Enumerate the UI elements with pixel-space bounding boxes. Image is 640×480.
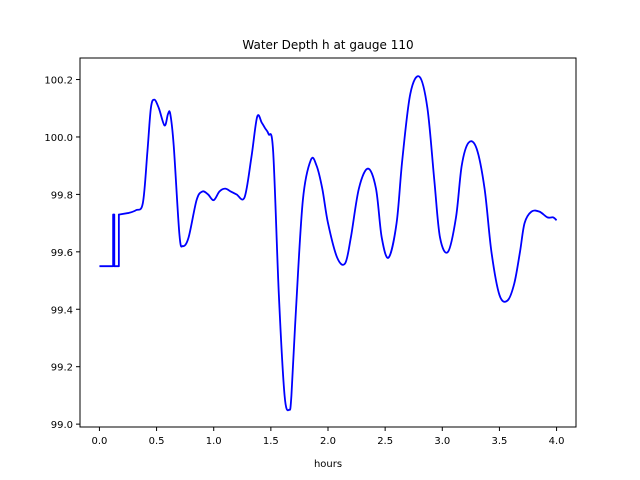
x-axis-label: hours bbox=[314, 459, 342, 470]
x-tick-label: 2.0 bbox=[320, 436, 336, 447]
x-tick-label: 1.0 bbox=[206, 436, 222, 447]
y-tick-label: 99.6 bbox=[51, 248, 73, 259]
y-tick-label: 100.2 bbox=[44, 76, 73, 87]
series-line bbox=[99, 75, 558, 412]
x-tick-label: 0.0 bbox=[91, 436, 107, 447]
x-tick-label: 3.5 bbox=[491, 436, 507, 447]
y-tick-label: 99.2 bbox=[51, 363, 73, 374]
y-tick-label: 99.0 bbox=[51, 420, 73, 431]
chart-title: Water Depth h at gauge 110 bbox=[242, 38, 413, 52]
y-tick-label: 99.4 bbox=[51, 305, 73, 316]
x-tick-label: 2.5 bbox=[377, 436, 393, 447]
x-tick-label: 1.5 bbox=[263, 436, 279, 447]
x-tick-label: 3.0 bbox=[434, 436, 450, 447]
x-tick-label: 0.5 bbox=[149, 436, 165, 447]
y-tick-label: 99.8 bbox=[51, 190, 73, 201]
y-axis: 99.0 99.2 99.4 99.6 99.8 100.0 100.2 bbox=[44, 76, 80, 431]
axes-frame bbox=[79, 57, 577, 428]
plot-area bbox=[99, 75, 558, 412]
y-tick-label: 100.0 bbox=[44, 133, 73, 144]
x-axis: 0.0 0.5 1.0 1.5 2.0 2.5 3.0 3.5 4.0 bbox=[91, 427, 565, 447]
x-tick-label: 4.0 bbox=[549, 436, 565, 447]
